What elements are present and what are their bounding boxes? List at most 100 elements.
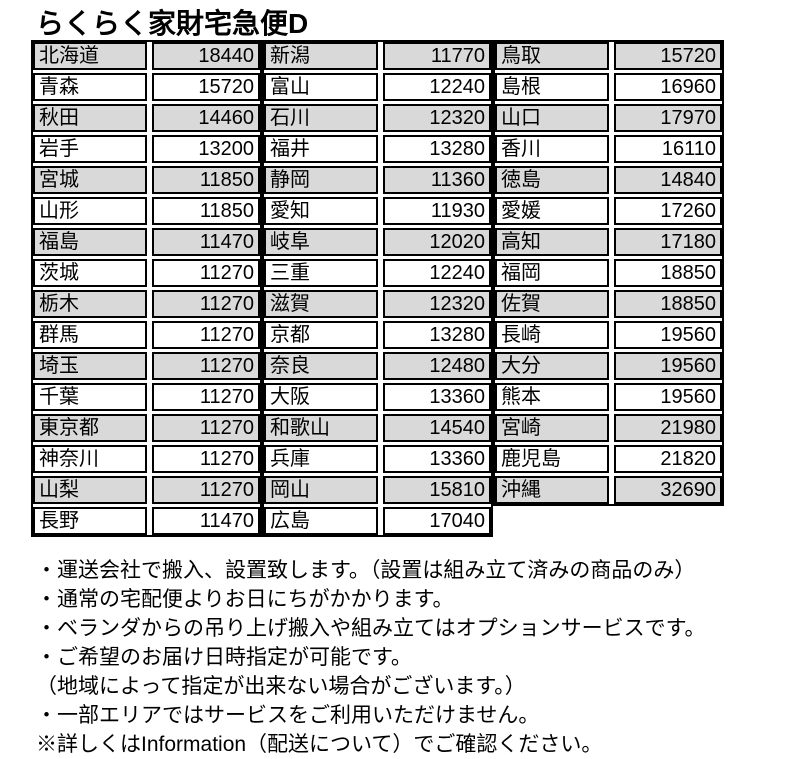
- price-cell: 14540: [383, 414, 491, 442]
- note-line: ・通常の宅配便よりお日にちがかかります。: [36, 588, 454, 611]
- price-cell: 15720: [614, 42, 722, 70]
- price-cell: 11270: [152, 383, 260, 411]
- price-cell: 12320: [383, 290, 491, 318]
- note-line: ※詳しくはInformation（配送について）でご確認ください。: [36, 733, 603, 756]
- price-cell: 15810: [383, 476, 491, 504]
- prefecture-cell: 長崎: [495, 321, 609, 349]
- price-cell: 11270: [152, 259, 260, 287]
- prefecture-cell: 北海道: [33, 42, 147, 70]
- prefecture-cell: 宮崎: [495, 414, 609, 442]
- prefecture-cell: 鹿児島: [495, 445, 609, 473]
- price-cell: 16110: [614, 135, 722, 163]
- price-cell: 32690: [614, 476, 722, 504]
- price-table-group-3: 鳥取 15720 島根 16960 山口 17970 香川 16110 徳島 14840 愛媛 172…: [493, 40, 724, 506]
- price-cell: 13360: [383, 445, 491, 473]
- price-cell: 13280: [383, 321, 491, 349]
- price-cell: 17260: [614, 197, 722, 225]
- price-cell: 11270: [152, 352, 260, 380]
- notes-list: ・運送会社で搬入、設置致します。（設置は組み立て済みの商品のみ） ・通常の宅配便よ…: [36, 556, 705, 759]
- price-cell: 12480: [383, 352, 491, 380]
- prefecture-cell: 三重: [264, 259, 378, 287]
- note-line: ・ベランダからの吊り上げ搬入や組み立てはオプションサービスです。: [36, 617, 706, 640]
- prefecture-cell: 静岡: [264, 166, 378, 194]
- prefecture-cell: 岡山: [264, 476, 378, 504]
- prefecture-cell: 東京都: [33, 414, 147, 442]
- price-cell: 12240: [383, 73, 491, 101]
- prefecture-cell: 兵庫: [264, 445, 378, 473]
- prefecture-cell: 奈良: [264, 352, 378, 380]
- prefecture-cell: 青森: [33, 73, 147, 101]
- price-cell: 18440: [152, 42, 260, 70]
- prefecture-cell: 群馬: [33, 321, 147, 349]
- price-cell: 14460: [152, 104, 260, 132]
- price-cell: 12320: [383, 104, 491, 132]
- prefecture-cell: 大阪: [264, 383, 378, 411]
- prefecture-cell: 千葉: [33, 383, 147, 411]
- price-cell: 13280: [383, 135, 491, 163]
- prefecture-cell: 秋田: [33, 104, 147, 132]
- prefecture-cell: 徳島: [495, 166, 609, 194]
- prefecture-cell: 福岡: [495, 259, 609, 287]
- price-cell: 19560: [614, 383, 722, 411]
- prefecture-cell: 新潟: [264, 42, 378, 70]
- prefecture-cell: 愛知: [264, 197, 378, 225]
- price-cell: 11930: [383, 197, 491, 225]
- prefecture-cell: 山梨: [33, 476, 147, 504]
- price-cell: 11470: [152, 228, 260, 256]
- prefecture-cell: 岐阜: [264, 228, 378, 256]
- price-cell: 17040: [383, 507, 491, 535]
- price-cell: 11770: [383, 42, 491, 70]
- prefecture-cell: 島根: [495, 73, 609, 101]
- price-cell: 13360: [383, 383, 491, 411]
- price-table: 北海道 18440 青森 15720 秋田 14460 岩手 13200 宮城 11850 山形 11…: [31, 40, 724, 537]
- prefecture-cell: 山形: [33, 197, 147, 225]
- prefecture-cell: 広島: [264, 507, 378, 535]
- price-table-group-1: 北海道 18440 青森 15720 秋田 14460 岩手 13200 宮城 11850 山形 11…: [31, 40, 262, 537]
- prefecture-cell: 京都: [264, 321, 378, 349]
- price-cell: 11270: [152, 321, 260, 349]
- prefecture-cell: 茨城: [33, 259, 147, 287]
- price-cell: 13200: [152, 135, 260, 163]
- price-cell: 11850: [152, 197, 260, 225]
- prefecture-cell: 埼玉: [33, 352, 147, 380]
- prefecture-cell: 香川: [495, 135, 609, 163]
- price-cell: 12240: [383, 259, 491, 287]
- price-cell: 17180: [614, 228, 722, 256]
- prefecture-cell: 佐賀: [495, 290, 609, 318]
- price-cell: 18850: [614, 290, 722, 318]
- prefecture-cell: 滋賀: [264, 290, 378, 318]
- prefecture-cell: 石川: [264, 104, 378, 132]
- note-line: （地域によって指定が出来ない場合がございます。）: [36, 675, 526, 698]
- prefecture-cell: 長野: [33, 507, 147, 535]
- price-cell: 17970: [614, 104, 722, 132]
- prefecture-cell: 高知: [495, 228, 609, 256]
- price-cell: 21820: [614, 445, 722, 473]
- page-title: らくらく家財宅急便D: [36, 8, 309, 39]
- prefecture-cell: 栃木: [33, 290, 147, 318]
- note-line: ・一部エリアではサービスをご利用いただけません。: [36, 704, 540, 727]
- note-line: ・運送会社で搬入、設置致します。（設置は組み立て済みの商品のみ）: [36, 559, 696, 582]
- prefecture-cell: 岩手: [33, 135, 147, 163]
- price-cell: 19560: [614, 352, 722, 380]
- prefecture-cell: 福島: [33, 228, 147, 256]
- prefecture-cell: 宮城: [33, 166, 147, 194]
- price-cell: 11270: [152, 445, 260, 473]
- price-cell: 11360: [383, 166, 491, 194]
- price-cell: 11850: [152, 166, 260, 194]
- prefecture-cell: 大分: [495, 352, 609, 380]
- prefecture-cell: 和歌山: [264, 414, 378, 442]
- price-cell: 12020: [383, 228, 491, 256]
- price-cell: 11470: [152, 507, 260, 535]
- prefecture-cell: 鳥取: [495, 42, 609, 70]
- prefecture-cell: 富山: [264, 73, 378, 101]
- price-cell: 15720: [152, 73, 260, 101]
- note-line: ・ご希望のお届け日時指定が可能です。: [36, 646, 412, 669]
- prefecture-cell: 神奈川: [33, 445, 147, 473]
- prefecture-cell: 福井: [264, 135, 378, 163]
- price-cell: 18850: [614, 259, 722, 287]
- price-cell: 11270: [152, 414, 260, 442]
- price-cell: 19560: [614, 321, 722, 349]
- price-cell: 11270: [152, 476, 260, 504]
- price-cell: 21980: [614, 414, 722, 442]
- price-cell: 16960: [614, 73, 722, 101]
